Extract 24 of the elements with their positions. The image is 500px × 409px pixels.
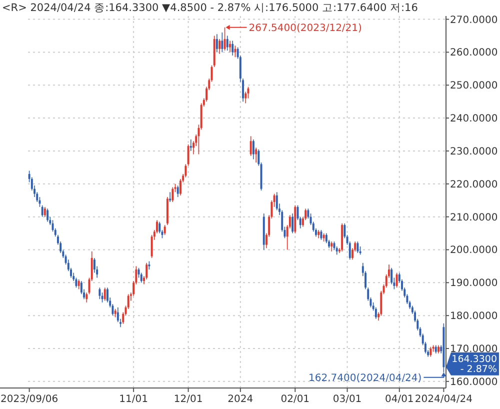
x-tick-label: 02/01: [280, 394, 310, 405]
x-tick-label: 2024/04/24: [414, 394, 473, 405]
y-tick-label: 270.0000: [450, 14, 498, 26]
x-tick-label: 2023/09/06: [0, 394, 58, 405]
x-tick-label: 12/01: [174, 394, 203, 405]
y-tick-label: 220.0000: [450, 179, 498, 190]
x-tick-label: 2024: [228, 394, 254, 405]
x-tick-label: 03/01: [332, 394, 362, 405]
y-tick-label: 260.0000: [450, 48, 498, 59]
y-tick-label: 190.0000: [450, 278, 498, 290]
y-tick-label: 200.0000: [450, 245, 498, 256]
chart-title: <R> 2024/04/24 종:164.3300 ▼4.8500 - 2.87% 시:176.5000 고:177.6400 저:16: [2, 2, 418, 14]
annotation: 267.5400(2023/12/21): [248, 22, 362, 34]
annotation: 162.7400(2024/04/24): [308, 372, 422, 384]
y-tick-label: 240.0000: [450, 114, 498, 125]
y-tick-label: 230.0000: [450, 146, 498, 158]
y-tick-label: 160.0000: [450, 376, 498, 388]
y-tick-label: 170.0000: [450, 344, 498, 355]
text: 164.3300 - 2.87%: [452, 354, 497, 375]
y-tick-label: 250.0000: [450, 80, 498, 92]
y-tick-label: 180.0000: [450, 311, 498, 322]
x-tick-label: 11/01: [119, 394, 148, 405]
x-tick-label: 04/01: [384, 394, 414, 405]
y-tick-label: 210.0000: [450, 212, 498, 224]
